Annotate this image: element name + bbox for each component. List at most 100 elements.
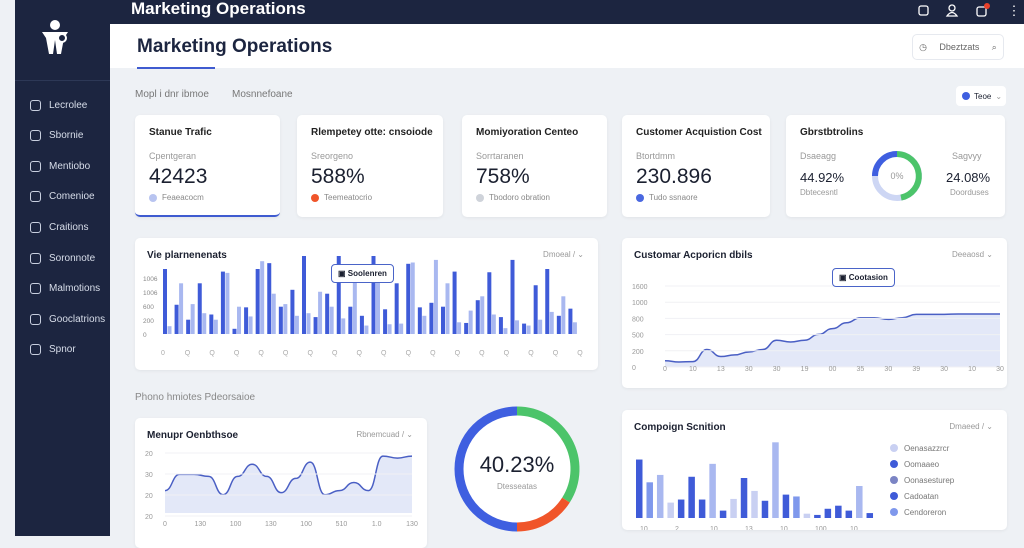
bar-chart-dropdown[interactable]: Dmoeal / ⌄ bbox=[543, 250, 584, 259]
x-tick: 39 bbox=[912, 366, 920, 373]
x-tick: Q bbox=[234, 350, 240, 357]
bar bbox=[318, 291, 323, 334]
x-tick: 10 bbox=[780, 526, 788, 530]
x-tick: Q bbox=[479, 350, 485, 357]
filter-dropdown[interactable]: Teoe ⌄ bbox=[956, 86, 1006, 106]
x-tick: 13 bbox=[717, 366, 725, 373]
user-icon[interactable] bbox=[945, 3, 959, 17]
bar bbox=[572, 322, 577, 334]
legend-label: Cendoreron bbox=[904, 507, 947, 517]
search-icon[interactable]: ⌕ bbox=[991, 41, 997, 52]
bar bbox=[445, 283, 450, 334]
notification-icon[interactable] bbox=[975, 3, 990, 17]
bar bbox=[433, 259, 438, 334]
bar bbox=[359, 315, 364, 334]
bar bbox=[410, 262, 415, 334]
sidebar-item-4[interactable]: Craitions bbox=[30, 217, 108, 237]
bar bbox=[383, 309, 388, 334]
clock-icon: ◷ bbox=[919, 41, 928, 52]
bar bbox=[197, 283, 202, 334]
x-tick: 100 bbox=[815, 526, 827, 530]
sidebar-item-5[interactable]: Soronnote bbox=[30, 248, 108, 268]
bar bbox=[549, 311, 554, 334]
x-tick: 10 bbox=[689, 366, 697, 373]
bar-chart-title: Vie plarnenenats bbox=[147, 250, 227, 261]
x-tick: 10 bbox=[710, 526, 718, 530]
bar bbox=[306, 313, 311, 334]
bar bbox=[329, 306, 334, 334]
campaign-title: Compoign Scnition bbox=[634, 422, 726, 433]
bar bbox=[399, 323, 404, 334]
bar bbox=[688, 476, 695, 518]
sidebar-item-8[interactable]: Spnor bbox=[30, 340, 108, 360]
x-tick: Q bbox=[307, 350, 313, 357]
sidebar-item-label: Spnor bbox=[49, 344, 76, 356]
y-tick: 20 bbox=[145, 451, 153, 458]
big-donut-chart bbox=[454, 406, 580, 532]
x-tick: 13 bbox=[745, 526, 753, 530]
sidebar-item-3[interactable]: Comenioe bbox=[30, 187, 108, 207]
y-tick: 1600 bbox=[632, 284, 648, 291]
window-icon[interactable] bbox=[917, 3, 931, 17]
bar bbox=[487, 272, 492, 334]
x-tick: 0 bbox=[163, 521, 167, 528]
bar bbox=[468, 310, 473, 334]
kpi-card-1[interactable]: Rlempetey otte: cnsoiode Sreorgeno 588% Tee… bbox=[297, 115, 443, 217]
small-line-title: Menupr Oenbthsoe bbox=[147, 430, 239, 441]
kpi-card-2[interactable]: Momiyoration Centeo Sorrtaranen 758% Tbodor… bbox=[462, 115, 607, 217]
line-chart-dropdown[interactable]: Deeaosd ⌄ bbox=[952, 250, 993, 259]
legend-swatch-icon bbox=[890, 508, 898, 516]
bar bbox=[772, 442, 779, 518]
more-icon[interactable]: ⋮ bbox=[1007, 3, 1021, 18]
x-tick: Q bbox=[332, 350, 338, 357]
legend-swatch-icon bbox=[890, 476, 898, 484]
kpi-card-0[interactable]: Stanue Trafic Cpentgeran 42423 Feaeacocm bbox=[135, 115, 280, 217]
y-tick: 200 bbox=[632, 349, 644, 356]
y-tick: 0 bbox=[632, 365, 636, 372]
nav-icon bbox=[30, 283, 41, 295]
bar bbox=[283, 304, 288, 334]
bar bbox=[503, 328, 508, 334]
x-tick: Q bbox=[406, 350, 412, 357]
campaign-dropdown[interactable]: Dmaeed / ⌄ bbox=[949, 422, 993, 431]
bar bbox=[163, 269, 167, 334]
search-box[interactable]: ◷ Dbeztzats ⌕ bbox=[912, 34, 1004, 60]
legend-item: Cendoreron bbox=[890, 504, 954, 520]
sidebar-item-2[interactable]: Mentiobo bbox=[30, 156, 108, 176]
kpi-card-3[interactable]: Customer Acquistion Cost Btortdmm 230.896 T… bbox=[622, 115, 770, 217]
bar bbox=[220, 271, 225, 334]
subtab-0[interactable]: Mopl i dnr ibmoe bbox=[135, 89, 209, 100]
bar bbox=[533, 285, 538, 334]
sidebar-item-1[interactable]: Sbornie bbox=[30, 126, 108, 146]
sidebar-item-7[interactable]: Gooclatrions bbox=[30, 309, 108, 329]
title-underline bbox=[137, 67, 215, 69]
legend-label: Oenasazzrcr bbox=[904, 443, 950, 453]
x-tick: 130 bbox=[194, 521, 206, 528]
subtab-1[interactable]: Mosnnefoane bbox=[232, 89, 293, 100]
small-line-dropdown[interactable]: Rbnemcuad / ⌄ bbox=[356, 430, 413, 439]
bar bbox=[845, 510, 853, 518]
filter-label: Teoe bbox=[974, 91, 992, 101]
kpi-right-label: Sagvyy bbox=[952, 151, 982, 161]
small-line-card: Menupr Oenbthsoe Rbnemcuad / ⌄ 20 30 20 20 0… bbox=[135, 418, 427, 548]
x-tick: Q bbox=[258, 350, 264, 357]
sidebar-item-6[interactable]: Malmotions bbox=[30, 279, 108, 299]
sidebar-item-label: Lecrolee bbox=[49, 99, 88, 111]
x-tick: Q bbox=[455, 350, 461, 357]
small-donut-center: 0% bbox=[890, 171, 903, 181]
y-tick: 30 bbox=[145, 472, 153, 479]
bar bbox=[290, 289, 295, 334]
bar bbox=[190, 304, 195, 334]
kpi-label: Sreorgeno bbox=[311, 151, 354, 161]
kpi-value: 230.896 bbox=[636, 165, 712, 188]
nav-icon bbox=[30, 252, 41, 264]
x-tick: 35 bbox=[857, 366, 865, 373]
sidebar-item-0[interactable]: Lecrolee bbox=[30, 95, 108, 115]
bar bbox=[498, 317, 503, 334]
sidebar-item-label: Sbornie bbox=[49, 130, 84, 142]
sidebar-item-label: Comenioe bbox=[49, 191, 95, 203]
kpi-foot: Tbodoro obration bbox=[489, 193, 550, 202]
area-fill bbox=[665, 313, 1000, 367]
bar bbox=[824, 508, 832, 518]
x-tick: 510 bbox=[336, 521, 348, 528]
